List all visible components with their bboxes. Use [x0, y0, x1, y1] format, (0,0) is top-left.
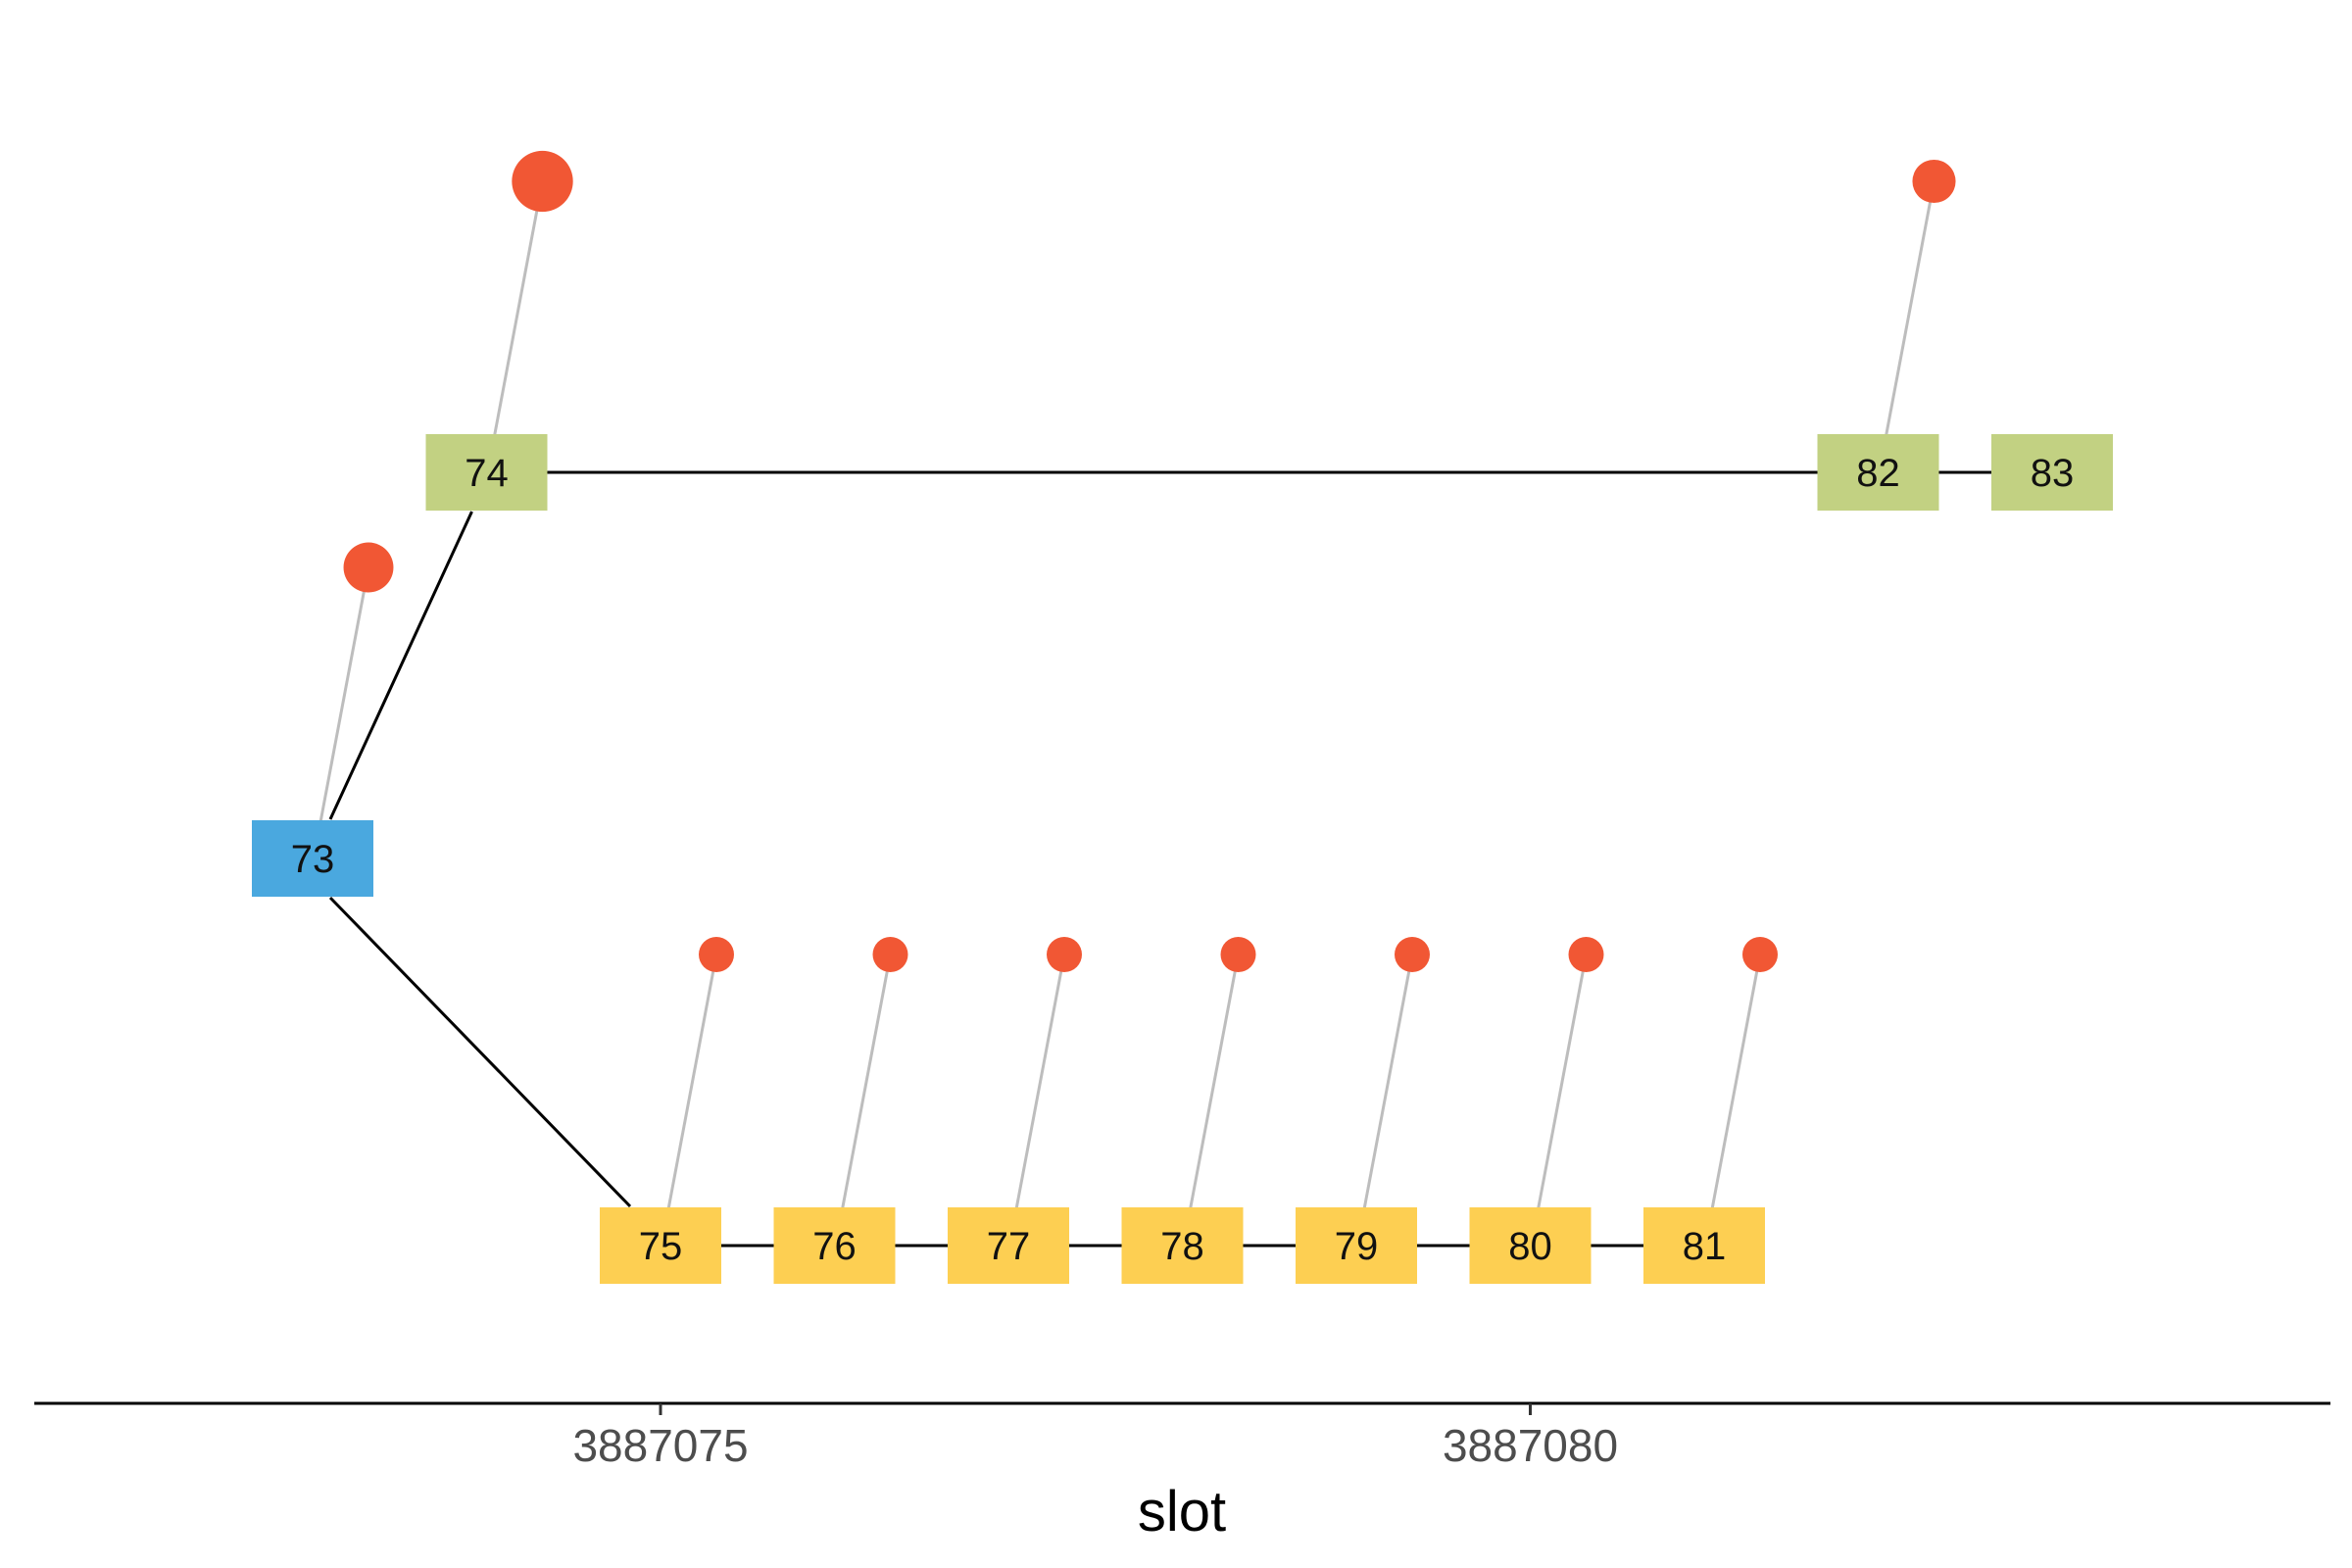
attestation-dot-81: [1742, 937, 1778, 972]
attestation-dots-layer: [343, 150, 1956, 972]
edges-layer: [328, 470, 2052, 1248]
block-label-80: 80: [1508, 1225, 1552, 1268]
attestation-stem-82: [1885, 180, 1936, 437]
block-box-79: [1296, 1207, 1417, 1284]
block-node-79: 79: [1296, 1207, 1417, 1284]
block-box-78: [1121, 1207, 1244, 1284]
attestation-stem-75: [666, 954, 718, 1210]
block-node-75: 75: [600, 1207, 721, 1284]
attestation-dot-80: [1568, 937, 1604, 972]
block-label-79: 79: [1335, 1225, 1379, 1268]
block-box-75: [600, 1207, 721, 1284]
x-tick-label-3887075: 3887075: [572, 1420, 748, 1471]
attestation-dot-82: [1912, 159, 1956, 204]
x-axis-title: slot: [1138, 1480, 1226, 1544]
block-box-74: [425, 434, 548, 511]
block-node-74: 74: [425, 434, 548, 511]
block-label-75: 75: [639, 1225, 683, 1268]
block-label-77: 77: [987, 1225, 1031, 1268]
edge-73-74: [328, 511, 473, 820]
block-node-83: 83: [1991, 434, 2113, 511]
block-node-73: 73: [252, 820, 373, 897]
attestation-dot-77: [1047, 937, 1082, 972]
attestation-stem-77: [1014, 954, 1066, 1210]
block-label-81: 81: [1683, 1225, 1727, 1268]
block-node-77: 77: [948, 1207, 1069, 1284]
block-label-82: 82: [1856, 452, 1900, 495]
attestation-stem-76: [841, 954, 892, 1210]
block-label-83: 83: [2031, 452, 2075, 495]
attestation-dot-76: [872, 937, 908, 972]
attestation-stems-layer: [318, 180, 1936, 1210]
block-node-81: 81: [1643, 1207, 1765, 1284]
attestation-stem-79: [1362, 954, 1414, 1210]
block-label-73: 73: [291, 838, 335, 881]
block-box-81: [1643, 1207, 1765, 1284]
block-node-80: 80: [1469, 1207, 1592, 1284]
block-box-82: [1817, 434, 1939, 511]
attestation-dot-78: [1220, 937, 1256, 972]
attestation-stem-81: [1710, 954, 1762, 1210]
block-label-76: 76: [812, 1225, 857, 1268]
block-box-80: [1469, 1207, 1592, 1284]
attestation-stem-74: [493, 180, 544, 437]
block-label-78: 78: [1160, 1225, 1204, 1268]
x-tick-label-3887080: 3887080: [1443, 1420, 1618, 1471]
x-axis: 3887075 3887080: [34, 1401, 2330, 1471]
block-box-83: [1991, 434, 2113, 511]
attestation-dot-75: [699, 937, 734, 972]
block-nodes-layer: 73 74 75 76 77 78 79 80 81 82 83: [252, 434, 2113, 1284]
attestation-dot-73: [343, 542, 394, 593]
block-box-73: [252, 820, 373, 897]
block-node-76: 76: [773, 1207, 896, 1284]
block-box-77: [948, 1207, 1069, 1284]
attestation-stem-80: [1537, 954, 1588, 1210]
block-node-82: 82: [1817, 434, 1939, 511]
block-label-74: 74: [465, 452, 509, 495]
attestation-dot-74: [512, 150, 573, 213]
attestation-dot-79: [1395, 937, 1430, 972]
edge-73-75: [328, 896, 632, 1208]
block-node-78: 78: [1121, 1207, 1244, 1284]
block-box-76: [773, 1207, 896, 1284]
attestation-stem-78: [1189, 954, 1240, 1210]
attestation-stem-73: [318, 566, 370, 823]
